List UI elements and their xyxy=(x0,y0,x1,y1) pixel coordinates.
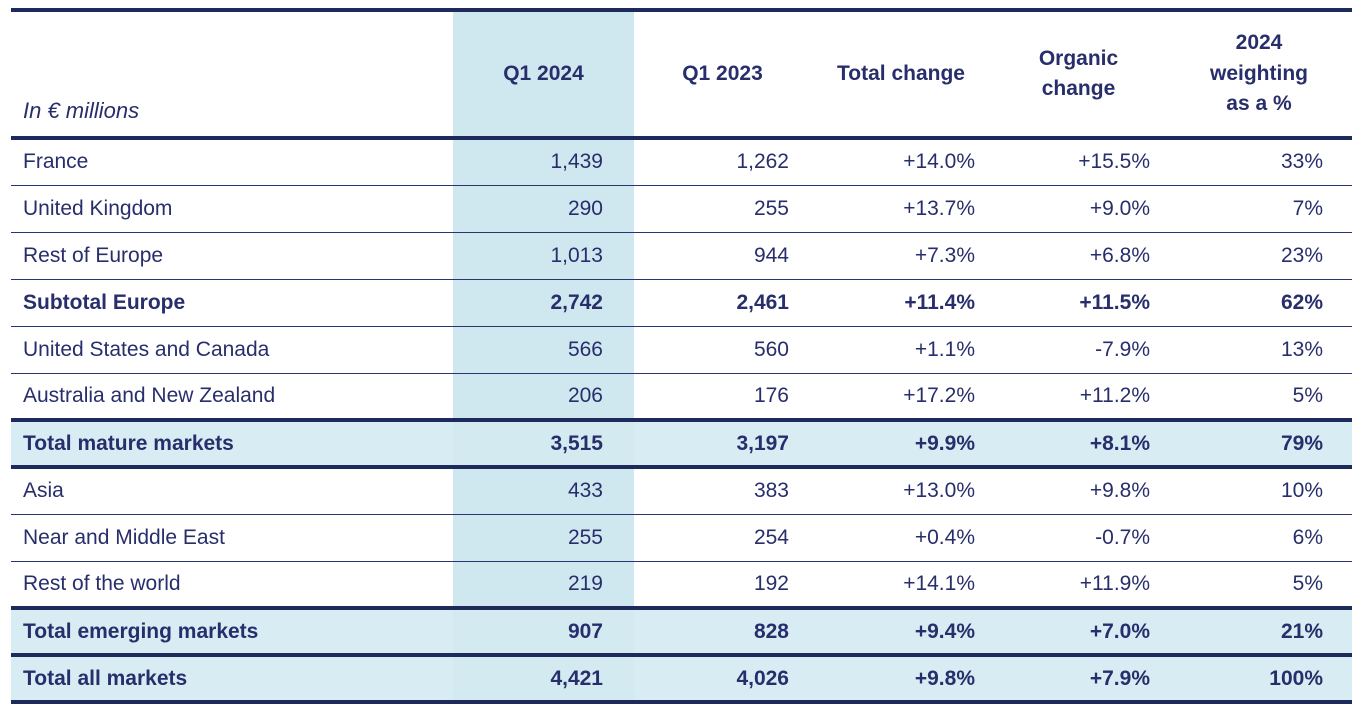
cell-q1-2023: 560 xyxy=(753,337,789,361)
cell-2024-weighting: 13% xyxy=(1280,337,1323,361)
cell-total-change: +0.4% xyxy=(914,525,975,549)
table-row: Total emerging markets 907 828 +9.4% +7.… xyxy=(11,608,1352,655)
cell-total-change: +9.8% xyxy=(914,666,975,690)
cell-2024-weighting: 21% xyxy=(1280,619,1323,643)
cell-total-change: +13.0% xyxy=(903,479,975,503)
row-label: Total mature markets xyxy=(23,431,234,455)
column-header-organic-change: Organic change xyxy=(1038,46,1119,100)
table-row: Total mature markets 3,515 3,197 +9.9% +… xyxy=(11,420,1352,467)
row-label: Near and Middle East xyxy=(23,525,225,549)
table-row: United States and Canada 566 560 +1.1% -… xyxy=(11,326,1352,373)
row-label: United Kingdom xyxy=(23,196,173,220)
table-row: Rest of the world 219 192 +14.1% +11.9% … xyxy=(11,561,1352,608)
table-row: Rest of Europe 1,013 944 +7.3% +6.8% 23% xyxy=(11,232,1352,279)
cell-q1-2023: 255 xyxy=(753,196,789,220)
cell-total-change: +14.1% xyxy=(903,571,975,595)
cell-organic-change: +7.9% xyxy=(1089,666,1150,690)
row-label: United States and Canada xyxy=(23,337,270,361)
cell-q1-2023: 944 xyxy=(753,243,789,267)
cell-2024-weighting: 6% xyxy=(1292,525,1323,549)
cell-q1-2024: 1,013 xyxy=(453,232,634,279)
column-header-q1-2023: Q1 2023 xyxy=(682,62,763,85)
row-label: Rest of Europe xyxy=(23,243,164,267)
cell-2024-weighting: 79% xyxy=(1280,431,1323,455)
cell-2024-weighting: 7% xyxy=(1292,196,1323,220)
cell-2024-weighting: 5% xyxy=(1292,571,1323,595)
table-row: United Kingdom 290 255 +13.7% +9.0% 7% xyxy=(11,185,1352,232)
cell-q1-2024: 219 xyxy=(453,561,634,608)
table-row: France 1,439 1,262 +14.0% +15.5% 33% xyxy=(11,138,1352,185)
row-label: Total emerging markets xyxy=(23,619,259,643)
cell-q1-2024: 4,421 xyxy=(453,655,634,702)
cell-q1-2023: 192 xyxy=(753,571,789,595)
unit-label: In € millions xyxy=(23,98,140,123)
cell-total-change: +9.4% xyxy=(914,619,975,643)
cell-total-change: +11.4% xyxy=(904,290,975,314)
cell-organic-change: +8.1% xyxy=(1089,431,1150,455)
cell-total-change: +7.3% xyxy=(914,243,975,267)
cell-2024-weighting: 5% xyxy=(1292,383,1323,407)
revenue-by-region-table: In € millions Q1 2024 Q1 2023 Total chan… xyxy=(11,8,1352,704)
cell-organic-change: +11.5% xyxy=(1079,290,1150,314)
cell-q1-2023: 1,262 xyxy=(736,150,789,174)
row-label: Total all markets xyxy=(23,666,188,690)
cell-q1-2023: 828 xyxy=(753,619,789,643)
cell-total-change: +9.9% xyxy=(914,431,975,455)
cell-q1-2024: 2,742 xyxy=(453,279,634,326)
cell-total-change: +14.0% xyxy=(903,150,975,174)
cell-q1-2024: 907 xyxy=(453,608,634,655)
table-row: Total all markets 4,421 4,026 +9.8% +7.9… xyxy=(11,655,1352,702)
cell-2024-weighting: 62% xyxy=(1280,290,1323,314)
cell-q1-2023: 3,197 xyxy=(736,431,789,455)
cell-organic-change: +11.2% xyxy=(1079,383,1150,407)
cell-q1-2024: 566 xyxy=(453,326,634,373)
cell-q1-2023: 176 xyxy=(753,383,789,407)
cell-organic-change: +15.5% xyxy=(1078,150,1150,174)
table-row: Subtotal Europe 2,742 2,461 +11.4% +11.5… xyxy=(11,279,1352,326)
row-label: Australia and New Zealand xyxy=(23,383,276,407)
cell-2024-weighting: 33% xyxy=(1280,150,1323,174)
cell-q1-2024: 290 xyxy=(453,185,634,232)
cell-2024-weighting: 100% xyxy=(1269,666,1323,690)
cell-q1-2023: 383 xyxy=(753,479,789,503)
cell-total-change: +17.2% xyxy=(903,383,975,407)
cell-q1-2023: 254 xyxy=(753,525,789,549)
cell-q1-2024: 206 xyxy=(453,373,634,420)
row-label: France xyxy=(23,150,89,174)
table-row: Asia 433 383 +13.0% +9.8% 10% xyxy=(11,467,1352,514)
row-label: Subtotal Europe xyxy=(23,290,186,314)
table-row: Australia and New Zealand 206 176 +17.2%… xyxy=(11,373,1352,420)
column-header-2024-weighting: 2024 weighting as a % xyxy=(1210,31,1308,116)
table-row: Near and Middle East 255 254 +0.4% -0.7%… xyxy=(11,514,1352,561)
revenue-table-container: In € millions Q1 2024 Q1 2023 Total chan… xyxy=(11,8,1352,704)
cell-organic-change: -7.9% xyxy=(1095,337,1150,361)
cell-total-change: +13.7% xyxy=(903,196,975,220)
cell-organic-change: +11.9% xyxy=(1079,571,1150,595)
header-row: In € millions Q1 2024 Q1 2023 Total chan… xyxy=(11,10,1352,138)
column-header-q1-2024: Q1 2024 xyxy=(453,10,634,138)
cell-q1-2024: 255 xyxy=(453,514,634,561)
cell-total-change: +1.1% xyxy=(914,337,975,361)
row-label: Asia xyxy=(23,479,64,503)
cell-organic-change: -0.7% xyxy=(1095,525,1150,549)
cell-q1-2023: 2,461 xyxy=(736,290,789,314)
cell-organic-change: +6.8% xyxy=(1089,243,1150,267)
cell-2024-weighting: 23% xyxy=(1280,243,1323,267)
cell-organic-change: +9.8% xyxy=(1089,479,1150,503)
column-header-total-change: Total change xyxy=(837,62,965,85)
table-body: France 1,439 1,262 +14.0% +15.5% 33% Uni… xyxy=(11,138,1352,702)
cell-q1-2024: 433 xyxy=(453,467,634,514)
cell-organic-change: +7.0% xyxy=(1089,619,1150,643)
cell-q1-2024: 1,439 xyxy=(453,138,634,185)
row-label: Rest of the world xyxy=(23,571,181,595)
cell-2024-weighting: 10% xyxy=(1280,479,1323,503)
table-header: In € millions Q1 2024 Q1 2023 Total chan… xyxy=(11,10,1352,138)
cell-q1-2023: 4,026 xyxy=(736,666,789,690)
cell-q1-2024: 3,515 xyxy=(453,420,634,467)
cell-organic-change: +9.0% xyxy=(1089,196,1150,220)
